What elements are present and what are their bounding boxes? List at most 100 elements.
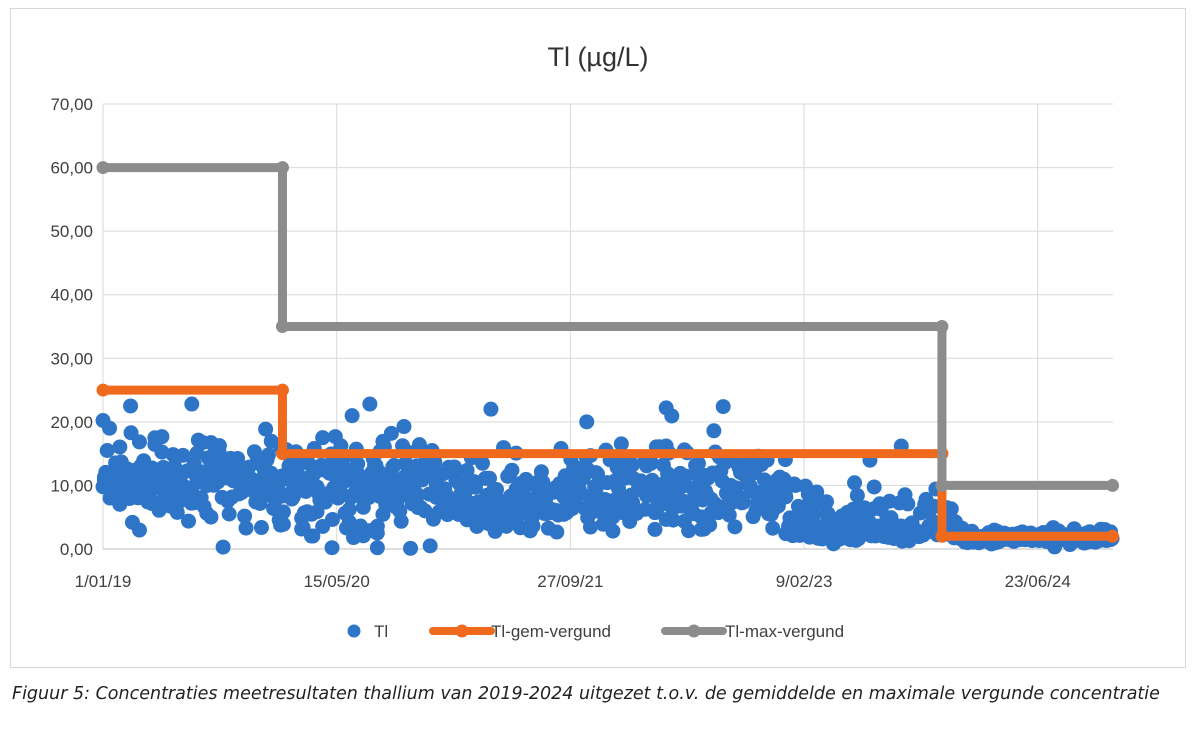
data-point-tl	[275, 504, 291, 520]
data-point-tl	[344, 408, 360, 424]
data-point-tl	[131, 522, 147, 538]
y-tick-label: 60,00	[50, 159, 93, 178]
x-tick-label: 9/02/23	[776, 572, 833, 591]
data-point-tl	[362, 396, 378, 412]
data-point-tl	[820, 506, 836, 522]
data-point-tl	[549, 524, 565, 540]
data-point-tl	[211, 438, 227, 454]
y-tick-label: 40,00	[50, 286, 93, 305]
data-point-tl	[778, 489, 794, 505]
step-marker-tl-gem-vergund	[96, 383, 110, 397]
gridlines	[102, 103, 1113, 550]
data-point-tl	[525, 518, 541, 534]
data-point-tl	[504, 462, 520, 478]
data-point-tl	[467, 479, 483, 495]
step-marker-tl-gem-vergund	[275, 383, 289, 397]
data-point-tl	[866, 479, 882, 495]
data-point-tl	[215, 539, 231, 555]
series-line-tl-gem-vergund	[98, 385, 1118, 541]
data-point-tl	[403, 540, 419, 556]
step-marker-tl-gem-vergund	[1106, 529, 1120, 543]
data-point-tl	[605, 523, 621, 539]
x-tick-label: 1/01/19	[75, 572, 132, 591]
step-marker-tl-max-vergund	[275, 161, 289, 175]
data-point-tl	[315, 430, 331, 446]
data-point-tl	[900, 496, 916, 512]
data-point-tl	[765, 520, 781, 536]
step-marker-tl-max-vergund	[935, 320, 949, 333]
data-point-tl	[721, 507, 737, 523]
data-point-tl	[221, 506, 237, 522]
data-point-tl	[643, 455, 659, 471]
data-point-tl	[112, 439, 128, 455]
series-line-tl-max-vergund	[98, 163, 1118, 490]
data-point-tl	[275, 516, 291, 532]
data-point-tl	[154, 429, 170, 445]
legend-item-tl-max-vergund: Tl-max-vergund	[661, 622, 844, 641]
data-point-tl	[613, 436, 629, 452]
data-point-tl	[411, 437, 427, 453]
data-point-tl	[427, 454, 443, 470]
data-point-tl	[582, 519, 598, 535]
data-point-tl	[102, 420, 118, 436]
data-point-tl	[396, 419, 412, 435]
data-point-tl	[181, 513, 197, 529]
data-point-tl	[99, 442, 115, 458]
data-point-tl	[154, 444, 170, 460]
step-marker-tl-max-vergund	[1106, 478, 1120, 492]
step-marker-tl-gem-vergund	[935, 529, 949, 543]
chart-frame: Tl (µg/L) 0,00 10,00 20,00 30,00 40,00 50,00 6…	[10, 8, 1186, 668]
data-point-tl	[253, 520, 269, 536]
data-point-tl	[393, 513, 409, 529]
data-point-tl	[706, 423, 722, 439]
data-point-tl	[702, 517, 718, 533]
data-point-tl	[482, 470, 498, 486]
data-point-tl	[727, 519, 743, 535]
data-point-tl	[238, 520, 254, 536]
data-point-tl	[883, 510, 899, 526]
legend-item-tl-gem-vergund: Tl-gem-vergund	[429, 622, 611, 641]
y-tick-label: 20,00	[50, 413, 93, 432]
step-marker-tl-max-vergund	[275, 320, 289, 333]
y-tick-label: 50,00	[50, 222, 93, 241]
data-point-tl	[184, 396, 200, 412]
legend-item-tl: Tl	[347, 622, 388, 641]
figure-caption: Figuur 5: Concentraties meetresultaten t…	[12, 684, 1160, 704]
legend: Tl Tl-gem-vergund Tl-max-vergund	[347, 622, 844, 641]
x-tick-label: 27/09/21	[537, 572, 603, 591]
y-tick-label: 70,00	[50, 95, 93, 114]
chart-svg: Tl (µg/L) 0,00 10,00 20,00 30,00 40,00 50,00 6…	[50, 42, 1120, 641]
data-point-tl	[849, 487, 865, 503]
legend-marker-tl-gem-vergund	[455, 624, 469, 638]
data-point-tl	[678, 468, 694, 484]
data-point-tl	[483, 401, 499, 417]
data-point-tl	[535, 474, 551, 490]
x-tick-label: 15/05/20	[304, 572, 370, 591]
data-point-tl	[386, 457, 402, 473]
data-point-tl	[341, 501, 357, 517]
data-point-tl	[818, 494, 834, 510]
data-point-tl	[658, 400, 674, 416]
y-tick-label: 10,00	[50, 476, 93, 495]
step-marker-tl-gem-vergund	[275, 447, 289, 461]
data-point-tl	[410, 487, 426, 503]
y-tick-label: 30,00	[50, 349, 93, 368]
data-point-tl	[625, 457, 641, 473]
y-axis-tick-labels: 0,00 10,00 20,00 30,00 40,00 50,00 60,00 70,00	[50, 95, 93, 559]
data-point-tl	[258, 421, 274, 437]
data-point-tl	[123, 398, 139, 414]
data-point-tl	[369, 540, 385, 556]
data-point-tl	[383, 425, 399, 441]
data-point-tl	[369, 518, 385, 534]
step-lines	[96, 161, 1120, 543]
data-point-tl	[350, 456, 366, 472]
data-point-tl	[289, 465, 305, 481]
legend-label-tl: Tl	[374, 622, 388, 641]
legend-marker-tl-max-vergund	[687, 624, 701, 638]
data-point-tl	[681, 523, 697, 539]
data-point-tl	[665, 512, 681, 528]
data-point-tl	[422, 538, 438, 554]
data-point-tl	[175, 447, 191, 463]
data-point-tl	[459, 462, 475, 478]
data-point-tl	[579, 414, 595, 430]
